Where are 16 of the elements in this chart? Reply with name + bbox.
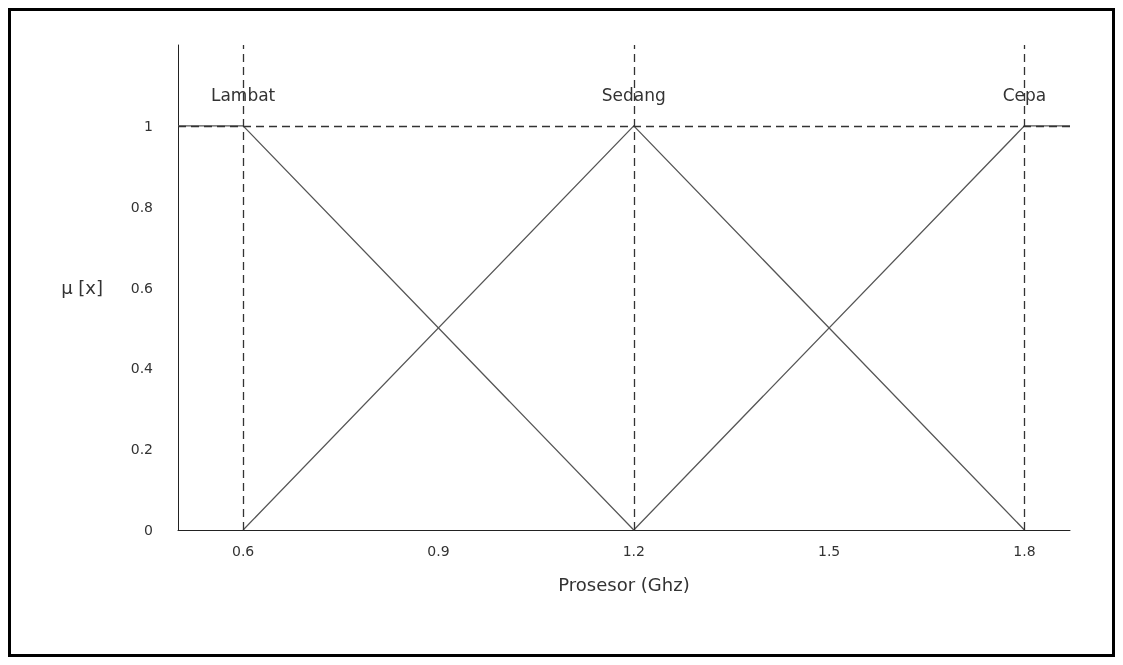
- series-label: Sedang: [601, 85, 666, 106]
- x-tick-label: 0.9: [427, 543, 450, 559]
- x-tick-label: 0.6: [231, 543, 255, 559]
- y-tick-label: 0: [144, 522, 153, 538]
- y-axis-title: μ [x]: [61, 277, 103, 298]
- y-tick-label: 0.8: [130, 198, 153, 215]
- series-label: Cepa: [1002, 85, 1047, 106]
- y-tick-label: 1: [144, 117, 153, 134]
- x-tick-label: 1.2: [622, 543, 645, 559]
- series-label: Lambat: [210, 85, 276, 106]
- y-tick-label: 0.4: [130, 360, 154, 377]
- y-tick-label: 0.2: [130, 441, 153, 458]
- x-tick-label: 1.8: [1013, 543, 1036, 559]
- y-tick-label: 0.6: [130, 279, 154, 296]
- x-axis-title: Prosesor (Ghz): [558, 573, 690, 595]
- x-tick-label: 1.5: [817, 543, 841, 559]
